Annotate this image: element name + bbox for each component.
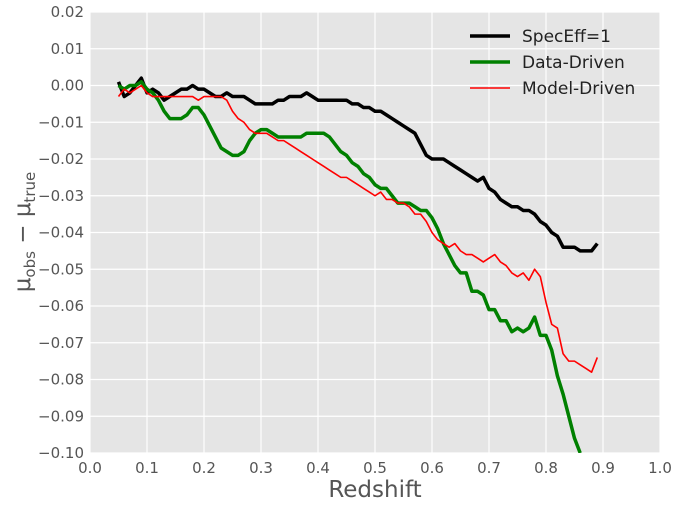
y-label-part: − μ — [10, 202, 36, 251]
y-label-part: true — [21, 172, 39, 203]
x-tick-label: 0.4 — [306, 459, 330, 477]
y-tick-label: −0.02 — [38, 150, 84, 168]
y-tick-label: −0.10 — [38, 444, 84, 462]
x-tick-label: 0.5 — [363, 459, 387, 477]
x-tick-label: 0.9 — [591, 459, 615, 477]
x-tick-label: 0.3 — [249, 459, 273, 477]
y-tick-label: −0.05 — [38, 260, 84, 278]
y-label-part: μ — [10, 277, 36, 292]
y-tick-label: −0.07 — [38, 334, 84, 352]
x-tick-label: 0.1 — [135, 459, 159, 477]
y-axis-label: μobs − μtrue — [10, 172, 39, 292]
y-tick-label: −0.06 — [38, 297, 84, 315]
x-tick-label: 0.8 — [534, 459, 558, 477]
x-tick-label: 0.2 — [192, 459, 216, 477]
y-tick-label: −0.08 — [38, 371, 84, 389]
x-tick-label: 0.0 — [78, 459, 102, 477]
y-tick-label: −0.03 — [38, 187, 84, 205]
x-tick-label: 0.6 — [420, 459, 444, 477]
y-tick-label: −0.01 — [38, 113, 84, 131]
legend-label: SpecEff=1 — [522, 27, 611, 47]
series-line — [116, 76, 599, 253]
y-tick-label: 0.01 — [51, 40, 84, 58]
x-axis-label: Redshift — [328, 477, 421, 501]
series-line — [117, 84, 599, 373]
y-tick-label: −0.04 — [38, 224, 84, 242]
x-tick-label: 0.7 — [477, 459, 501, 477]
legend-label: Model-Driven — [522, 79, 635, 99]
legend-label: Data-Driven — [522, 53, 625, 73]
series-line — [117, 80, 582, 453]
y-tick-label: 0.02 — [51, 3, 84, 21]
y-tick-label: −0.09 — [38, 407, 84, 425]
y-label-part: obs — [21, 251, 39, 278]
x-tick-label: 1.0 — [648, 459, 672, 477]
y-tick-label: 0.00 — [51, 77, 84, 95]
